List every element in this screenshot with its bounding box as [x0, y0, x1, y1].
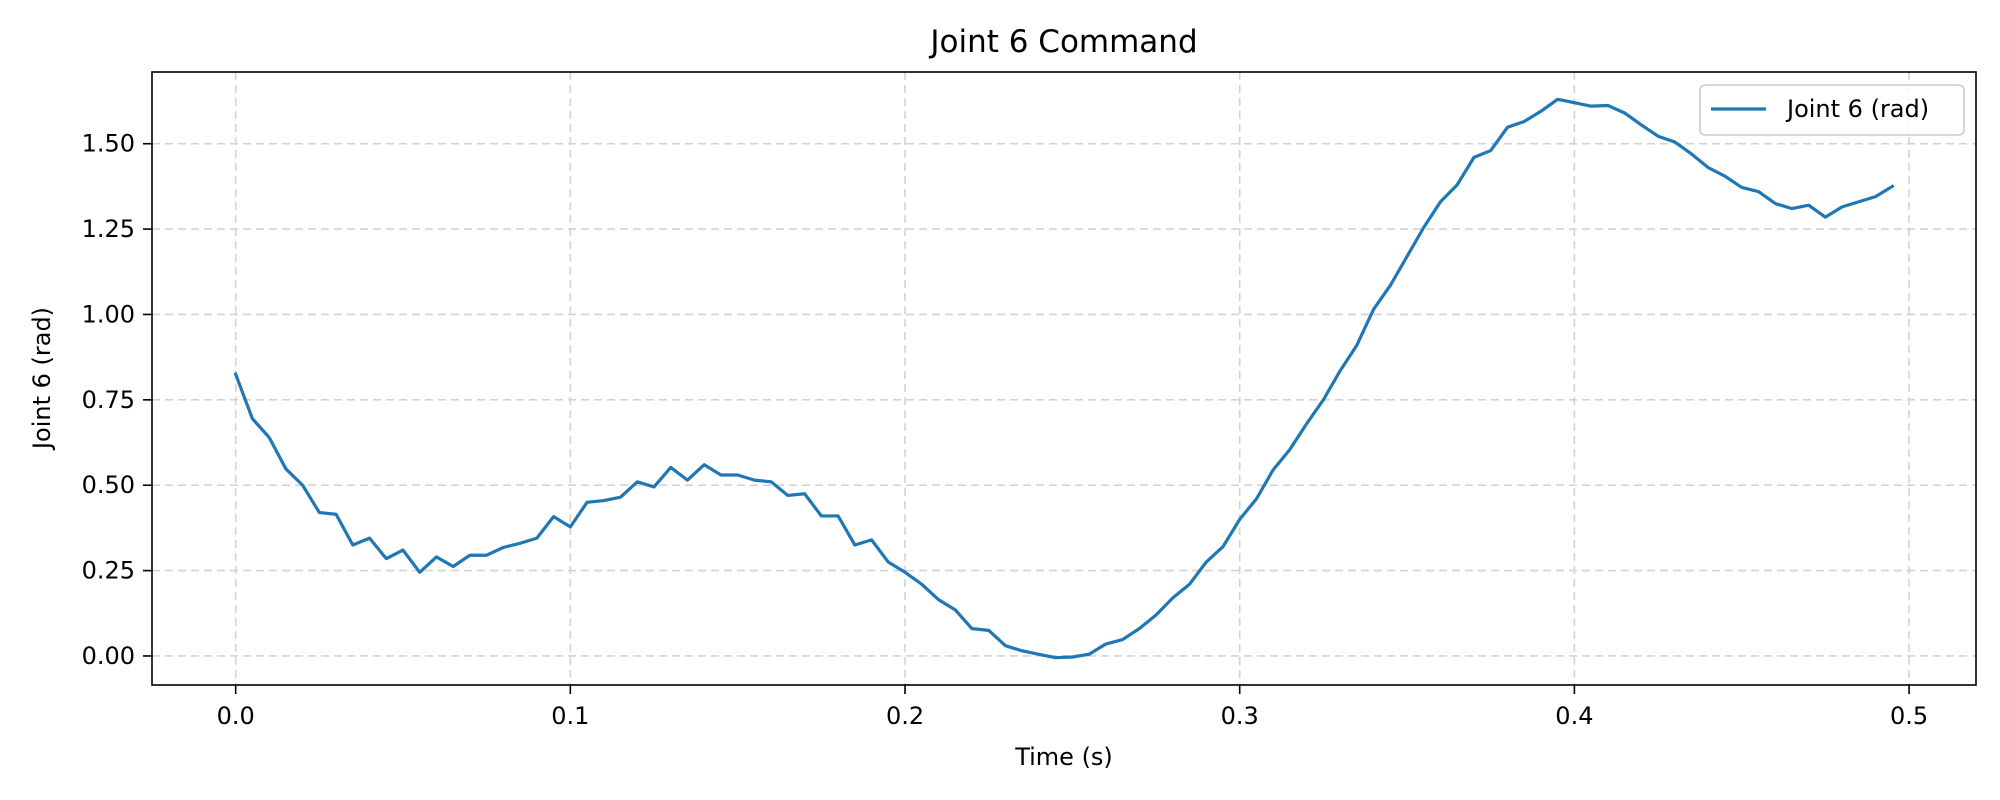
- y-tick-label: 0.75: [82, 386, 135, 414]
- y-tick-label: 0.50: [82, 471, 135, 499]
- legend-box: [1699, 84, 1965, 136]
- series-layer: [233, 97, 1895, 660]
- x-axis-label: Time (s): [1014, 743, 1113, 771]
- series-line-joint-6: [233, 97, 1895, 660]
- chart-title: Joint 6 Command: [928, 24, 1197, 60]
- x-tick-label: 0.3: [1221, 702, 1259, 730]
- legend: Joint 6 (rad): [1699, 84, 1965, 136]
- y-axis-label: Joint 6 (rad): [28, 307, 56, 451]
- x-tick-label: 0.2: [886, 702, 924, 730]
- gridlines: [152, 72, 1976, 685]
- x-tick-label: 0.5: [1890, 702, 1928, 730]
- y-tick-label: 1.25: [82, 215, 135, 243]
- axis-ticks: 0.0 0.1 0.2 0.3 0.4 0.5 0.00 0.25 0.50 0.75 1.00 1.…: [82, 130, 1929, 730]
- y-tick-label: 1.50: [82, 130, 135, 158]
- x-tick-label: 0.1: [551, 702, 589, 730]
- legend-label-joint-6: Joint 6 (rad): [1785, 95, 1929, 123]
- y-tick-label: 0.25: [82, 557, 135, 585]
- y-tick-label: 1.00: [82, 300, 135, 328]
- y-tick-label: 0.00: [82, 642, 135, 670]
- x-tick-label: 0.0: [217, 702, 255, 730]
- x-tick-label: 0.4: [1555, 702, 1593, 730]
- plot-frame: [151, 71, 1977, 686]
